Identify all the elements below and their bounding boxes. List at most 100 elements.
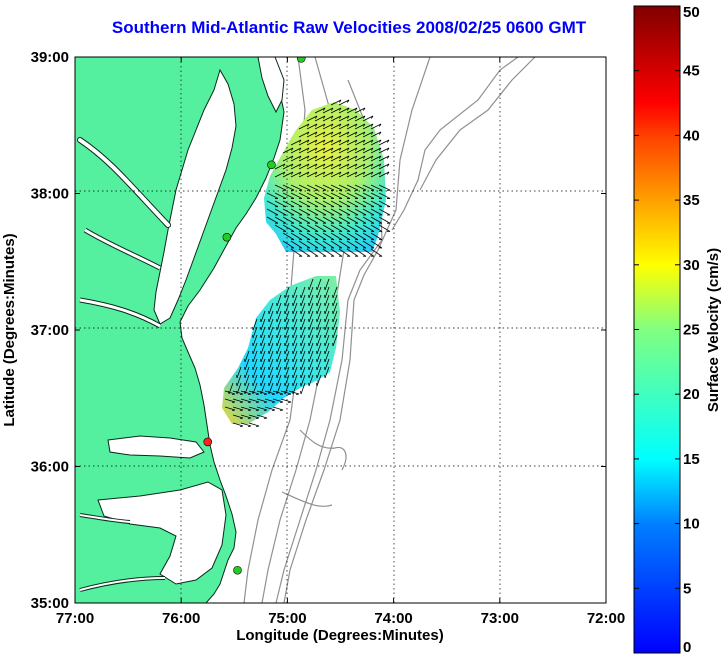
velocity-arrow: [322, 107, 334, 114]
velocity-arrow: [330, 208, 343, 216]
velocity-arrow: [362, 200, 375, 208]
velocity-arrowhead: [378, 147, 382, 151]
velocity-arrow: [306, 232, 319, 241]
velocity-arrowhead: [370, 155, 374, 159]
velocity-arrowhead: [370, 171, 374, 175]
velocity-arrowhead: [354, 115, 358, 119]
velocity-arrow: [290, 155, 302, 162]
velocity-arrowhead: [271, 401, 276, 404]
velocity-arrow: [282, 155, 294, 162]
velocity-arrow: [268, 350, 274, 363]
velocity-arrow: [290, 224, 303, 232]
velocity-arrowhead: [298, 147, 302, 151]
colorbar-tick-label: 0: [683, 639, 691, 656]
velocity-arrowhead: [247, 393, 252, 396]
velocity-arrow: [268, 358, 274, 371]
velocity-arrowhead: [338, 171, 342, 175]
velocity-arrow: [338, 248, 351, 257]
velocity-arrowhead: [330, 131, 334, 135]
velocity-arrowhead: [298, 171, 302, 175]
velocity-arrowhead: [287, 393, 292, 396]
velocity-arrow: [284, 342, 290, 355]
velocity-arrow: [362, 147, 374, 154]
velocity-arrowhead: [314, 123, 318, 127]
x-axis-label: Longitude (Degrees:Minutes): [236, 627, 444, 644]
velocity-arrow: [268, 326, 274, 339]
station-wallops-marker: [222, 232, 232, 242]
velocity-arrow: [308, 286, 314, 299]
velocity-arrowhead: [330, 163, 334, 167]
velocity-arrow: [282, 200, 295, 208]
velocity-arrowhead: [346, 131, 350, 135]
velocity-arrow: [290, 147, 302, 154]
velocity-arrow: [314, 155, 326, 162]
velocity-arrow: [378, 216, 391, 224]
velocity-arrow: [314, 163, 326, 170]
velocity-arrow: [306, 139, 318, 146]
velocity-arrowhead: [378, 131, 382, 135]
colorbar-tick-label: 5: [683, 580, 691, 597]
velocity-arrow: [298, 248, 311, 257]
velocity-arrow: [314, 216, 327, 224]
velocity-arrow: [256, 390, 268, 395]
velocity-arrow: [308, 326, 314, 339]
velocity-arrow: [324, 318, 330, 331]
velocity-arrow: [330, 155, 342, 162]
velocity-arrowhead: [231, 401, 236, 404]
velocity-arrowhead: [298, 139, 302, 143]
velocity-arrow: [248, 414, 260, 419]
velocity-arrowhead: [354, 155, 358, 159]
velocity-arrow: [268, 310, 274, 323]
velocity-arrow: [290, 139, 302, 146]
velocity-arrow: [322, 123, 334, 130]
velocity-arrow: [306, 123, 318, 130]
velocity-arrow: [354, 208, 367, 216]
velocity-arrow: [248, 398, 260, 403]
velocity-arrowhead: [279, 401, 284, 404]
velocity-arrow: [322, 139, 334, 146]
velocity-arrow: [282, 147, 294, 154]
velocity-arrow: [306, 155, 318, 162]
velocity-arrow: [314, 115, 326, 122]
velocity-arrow: [322, 248, 335, 257]
velocity-arrow: [300, 366, 306, 379]
velocity-arrowhead: [362, 115, 366, 119]
velocity-arrow: [370, 240, 383, 249]
velocity-arrow: [268, 334, 274, 347]
velocity-arrow: [322, 184, 335, 191]
velocity-arrow: [316, 286, 322, 299]
velocity-arrow: [300, 374, 306, 387]
velocity-arrow: [316, 342, 322, 355]
velocity-arrow: [324, 342, 330, 355]
velocity-arrowhead: [354, 139, 358, 143]
velocity-arrow: [292, 334, 298, 347]
velocity-arrowhead: [282, 171, 286, 175]
velocity-arrow: [330, 115, 342, 122]
velocity-arrow: [292, 358, 298, 371]
velocity-arrow: [338, 163, 350, 170]
velocity-arrow: [282, 208, 295, 216]
velocity-arrow: [290, 184, 303, 191]
velocity-arrow: [308, 374, 314, 387]
x-tick-label: 76:00: [162, 610, 200, 627]
velocity-arrow: [314, 192, 327, 199]
velocity-arrow: [306, 200, 319, 208]
velocity-arrow: [322, 200, 335, 208]
velocity-arrowhead: [247, 417, 252, 420]
velocity-arrow: [346, 224, 359, 232]
velocity-arrow: [298, 131, 310, 138]
velocity-arrow: [370, 216, 383, 224]
velocity-arrow: [330, 240, 343, 249]
velocity-arrow: [338, 123, 350, 130]
velocity-arrow: [330, 99, 342, 106]
velocity-field-north: [264, 102, 386, 252]
colorbar-tick-label: 30: [683, 257, 700, 274]
velocity-arrow: [308, 302, 314, 315]
velocity-arrowhead: [255, 393, 260, 396]
velocity-arrow: [338, 131, 350, 138]
velocity-arrow: [282, 240, 295, 249]
velocity-arrowhead: [314, 131, 318, 135]
velocity-arrow: [346, 200, 359, 208]
velocity-arrowhead: [279, 409, 284, 412]
velocity-arrow: [244, 350, 250, 363]
